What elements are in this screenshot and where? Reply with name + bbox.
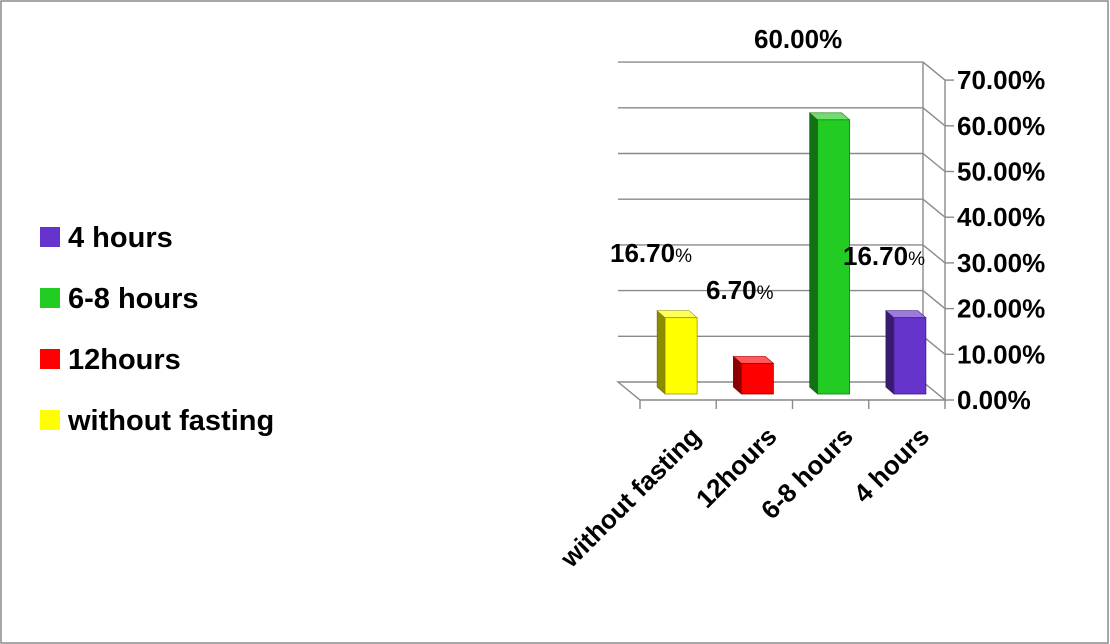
- y-tick-label: 10.00%: [957, 339, 1045, 369]
- legend-swatch: [40, 227, 60, 247]
- legend-item: 4 hours: [40, 222, 173, 254]
- x-tick-label: 4 hours: [847, 421, 935, 509]
- data-label: 60.00%: [754, 24, 842, 54]
- data-label: 6.70%: [706, 275, 774, 305]
- gridline-connector: [922, 107, 946, 127]
- y-tick-label: 20.00%: [957, 294, 1045, 324]
- bars: [656, 112, 927, 395]
- gridline-connector: [922, 335, 946, 355]
- bar: [885, 310, 927, 395]
- legend-item: 12hours: [40, 344, 181, 376]
- bar-side: [656, 310, 666, 395]
- y-tick-label: 70.00%: [957, 65, 1045, 95]
- gridline-connector: [922, 244, 946, 264]
- bar: [808, 112, 851, 395]
- x-tick-label: without fasting: [554, 421, 707, 574]
- bar-front: [664, 317, 698, 395]
- gridlines: [618, 61, 946, 355]
- y-tick-label: 0.00%: [957, 385, 1031, 415]
- bar: [732, 355, 775, 395]
- gridline-connector: [922, 152, 946, 173]
- y-tick-label: 60.00%: [957, 111, 1045, 141]
- legend-label: 6-8 hours: [68, 283, 199, 315]
- data-label: 16.70%: [610, 238, 692, 268]
- bar-front: [893, 317, 927, 395]
- bar-side: [885, 310, 895, 395]
- y-axis-labels: 0.00% 10.00% 20.00% 30.00% 40.00% 50.00% 60.00…: [945, 65, 1045, 415]
- gridline-connector: [922, 290, 946, 310]
- legend-label: without fasting: [67, 405, 274, 437]
- bar-front: [740, 362, 774, 395]
- legend-item: 6-8 hours: [40, 283, 199, 315]
- legend-label: 12hours: [68, 344, 181, 376]
- gridline-connector: [922, 198, 946, 218]
- legend-label: 4 hours: [68, 222, 173, 254]
- legend-swatch: [40, 410, 60, 430]
- legend: 4 hours 6-8 hours 12hours without fasting: [40, 222, 274, 437]
- bar: [656, 310, 698, 395]
- y-tick-label: 40.00%: [957, 202, 1045, 232]
- legend-swatch: [40, 288, 60, 308]
- bar-front: [817, 119, 851, 395]
- data-labels: 16.70%6.70%60.00%16.70%: [610, 24, 925, 305]
- y-tick-label: 30.00%: [957, 248, 1045, 278]
- legend-item: without fasting: [40, 405, 274, 437]
- y-tick-label: 50.00%: [957, 157, 1045, 187]
- bar-side: [809, 112, 818, 395]
- legend-swatch: [40, 349, 60, 369]
- gridline-connector: [922, 61, 946, 81]
